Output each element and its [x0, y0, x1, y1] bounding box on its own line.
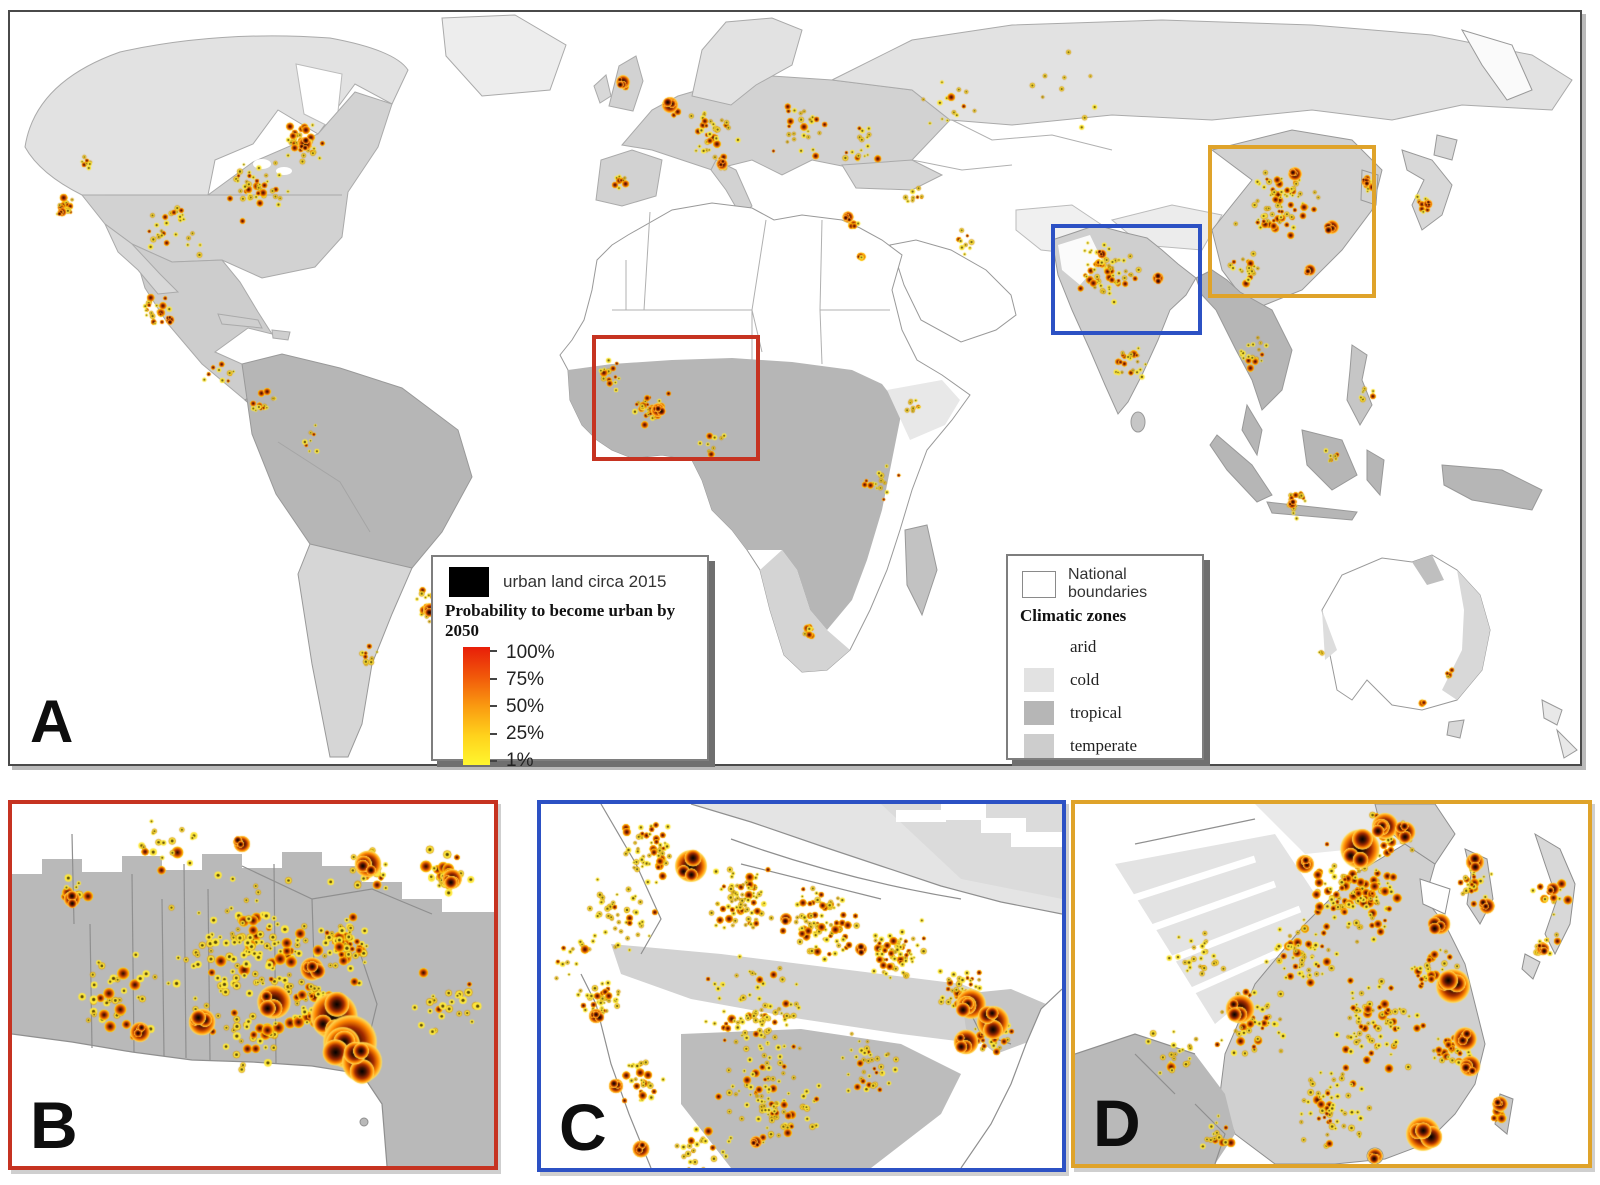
urban-land-label: urban land circa 2015	[503, 572, 667, 591]
temperate-label: temperate	[1070, 736, 1138, 755]
tick-100: 100%	[506, 642, 555, 663]
panel-b-label: B	[30, 1088, 78, 1162]
tropical-swatch	[1024, 701, 1054, 725]
tick-75: 75%	[506, 669, 545, 690]
arid-label: arid	[1070, 637, 1097, 656]
probability-title: Probability to become urban by 2050	[445, 601, 676, 640]
climatic-zones-title: Climatic zones	[1020, 606, 1127, 625]
inset-rect-red-west-africa	[592, 335, 760, 461]
panel-d-label: D	[1093, 1086, 1141, 1160]
panel-c-label: C	[559, 1090, 607, 1164]
tick-25: 25%	[506, 723, 545, 744]
tropical-label: tropical	[1070, 703, 1122, 722]
panel-c-inset: C	[537, 800, 1066, 1172]
probability-ramp	[463, 647, 490, 765]
panel-b-inset: B	[8, 800, 498, 1170]
inset-rect-blue-south-asia	[1051, 224, 1202, 335]
panel-a-world-map: urban land circa 2015 Probability to bec…	[8, 10, 1582, 771]
arid-swatch	[1024, 635, 1054, 659]
panel-b-hotspots	[12, 804, 494, 1166]
world-map-hotspots	[10, 12, 1580, 764]
ramp-tick-labels: 100% 75% 50% 25% 1%	[506, 642, 555, 772]
tick-1: 1%	[506, 750, 534, 771]
national-boundaries-label: National boundaries	[1068, 566, 1148, 601]
temperate-swatch	[1024, 734, 1054, 758]
inset-rect-orange-east-asia	[1208, 145, 1376, 298]
panel-d-hotspots	[1075, 804, 1588, 1164]
climatic-zones-legend: National boundaries Climatic zones arid …	[1006, 554, 1204, 760]
urban-land-swatch	[449, 567, 489, 597]
national-boundaries-swatch	[1022, 570, 1056, 598]
tick-50: 50%	[506, 696, 545, 717]
ramp-tickmarks	[490, 650, 497, 762]
panel-d-inset: D	[1071, 800, 1592, 1168]
cold-swatch	[1024, 668, 1054, 692]
urban-probability-legend: urban land circa 2015 Probability to bec…	[431, 555, 709, 771]
cold-label: cold	[1070, 670, 1100, 689]
panel-a-label: A	[30, 688, 73, 755]
panel-c-hotspots	[541, 804, 1062, 1168]
